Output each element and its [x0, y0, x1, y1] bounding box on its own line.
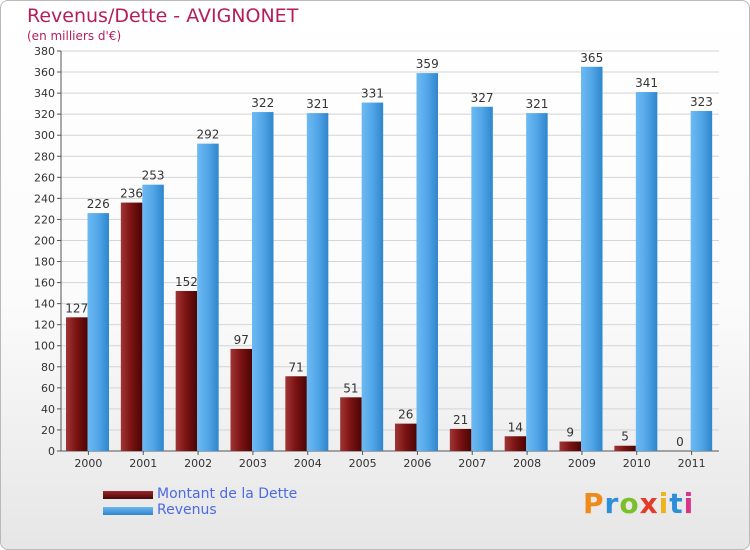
- bar-dette-2004: [285, 376, 307, 451]
- data-label-dette-2007: 21: [453, 413, 468, 427]
- y-tick-label: 140: [34, 298, 55, 311]
- data-label-revenus-2003: 322: [251, 96, 274, 110]
- x-tick-label: 2008: [513, 457, 541, 470]
- bar-revenus-2008: [526, 113, 548, 452]
- bar-revenus-2002: [197, 143, 219, 451]
- bar-revenus-2003: [252, 112, 274, 451]
- bar-dette-2007: [449, 428, 472, 451]
- y-tick-label: 80: [41, 361, 55, 374]
- x-tick-label: 2007: [458, 457, 486, 470]
- data-label-dette-2011: 0: [676, 435, 684, 449]
- data-label-dette-2006: 26: [398, 408, 413, 422]
- bar-dette-2001: [120, 202, 143, 451]
- bar-revenus-2009: [581, 66, 603, 451]
- y-tick-label: 100: [34, 340, 55, 353]
- y-tick-label: 0: [48, 445, 55, 458]
- data-label-revenus-2000: 226: [87, 197, 110, 211]
- logo-letter: r: [604, 487, 620, 520]
- y-tick-label: 340: [34, 87, 55, 100]
- data-label-dette-2008: 14: [508, 420, 523, 434]
- bar-dette-2006: [395, 423, 417, 451]
- data-label-dette-2009: 9: [566, 426, 574, 440]
- data-label-dette-2003: 97: [234, 333, 249, 347]
- data-label-dette-2001: 236: [120, 187, 143, 201]
- logo-letter: x: [639, 487, 659, 520]
- y-tick-label: 320: [34, 108, 55, 121]
- x-tick-label: 2006: [403, 457, 431, 470]
- bar-revenus-2004: [306, 113, 329, 452]
- logo-letter: t: [669, 487, 684, 520]
- logo-letter: i: [683, 487, 695, 520]
- data-label-revenus-2006: 359: [416, 57, 439, 71]
- y-tick-label: 300: [34, 129, 55, 142]
- x-tick-label: 2000: [74, 457, 102, 470]
- legend-label-revenus: Revenus: [157, 502, 217, 518]
- bar-dette-2000: [66, 317, 88, 451]
- y-tick-label: 360: [34, 66, 55, 79]
- x-tick-label: 2003: [239, 457, 267, 470]
- bar-revenus-2005: [361, 102, 384, 451]
- bar-revenus-2006: [416, 73, 438, 452]
- y-tick-label: 160: [34, 277, 55, 290]
- data-label-dette-2004: 71: [288, 360, 303, 374]
- data-label-dette-2000: 127: [65, 301, 88, 315]
- y-tick-label: 120: [34, 319, 55, 332]
- y-tick-label: 40: [41, 403, 55, 416]
- bar-dette-2008: [504, 436, 527, 451]
- y-tick-label: 240: [34, 192, 55, 205]
- y-tick-label: 280: [34, 150, 55, 163]
- chart-subtitle: (en milliers d'€): [27, 29, 122, 43]
- y-tick-label: 200: [34, 234, 55, 247]
- bar-revenus-2010: [635, 92, 658, 451]
- bar-revenus-2011: [690, 111, 713, 451]
- legend-swatch-dette: [103, 491, 153, 499]
- data-label-revenus-2007: 327: [471, 91, 494, 105]
- x-tick-label: 2005: [349, 457, 377, 470]
- data-label-dette-2002: 152: [175, 275, 198, 289]
- bar-dette-2003: [230, 348, 252, 451]
- data-label-dette-2010: 5: [621, 430, 629, 444]
- x-tick-label: 2010: [623, 457, 651, 470]
- chart-title: Revenus/Dette - AVIGNONET: [27, 5, 299, 27]
- data-label-revenus-2004: 321: [306, 97, 329, 111]
- bar-revenus-2007: [471, 106, 493, 451]
- logo-letter: i: [658, 487, 670, 520]
- x-tick-label: 2011: [678, 457, 706, 470]
- bar-dette-2010: [614, 445, 636, 451]
- y-tick-label: 180: [34, 256, 55, 269]
- legend-swatch-revenus: [103, 507, 153, 515]
- y-tick-label: 260: [34, 171, 55, 184]
- x-tick-label: 2004: [294, 457, 322, 470]
- data-label-revenus-2008: 321: [525, 97, 548, 111]
- data-label-revenus-2002: 292: [196, 128, 219, 142]
- data-label-dette-2005: 51: [343, 381, 358, 395]
- bar-dette-2009: [559, 441, 581, 451]
- bar-revenus-2001: [142, 184, 164, 451]
- y-tick-label: 220: [34, 213, 55, 226]
- data-label-revenus-2001: 253: [142, 169, 165, 183]
- y-tick-label: 60: [41, 382, 55, 395]
- x-tick-label: 2002: [184, 457, 212, 470]
- data-label-revenus-2009: 365: [580, 51, 603, 65]
- y-tick-label: 380: [34, 45, 55, 58]
- bar-revenus-2000: [87, 213, 109, 451]
- logo-letter: o: [619, 487, 640, 520]
- data-label-revenus-2010: 341: [635, 76, 658, 90]
- legend-label-dette: Montant de la Dette: [157, 486, 298, 502]
- y-tick-label: 20: [41, 424, 55, 437]
- x-tick-label: 2001: [129, 457, 157, 470]
- data-label-revenus-2011: 323: [690, 95, 713, 109]
- proxiti-logo: Proxiti: [583, 487, 694, 520]
- bar-dette-2005: [340, 397, 362, 451]
- x-tick-label: 2009: [568, 457, 596, 470]
- logo-letter: P: [583, 487, 605, 520]
- bar-dette-2002: [175, 291, 198, 451]
- data-label-revenus-2005: 331: [361, 87, 384, 101]
